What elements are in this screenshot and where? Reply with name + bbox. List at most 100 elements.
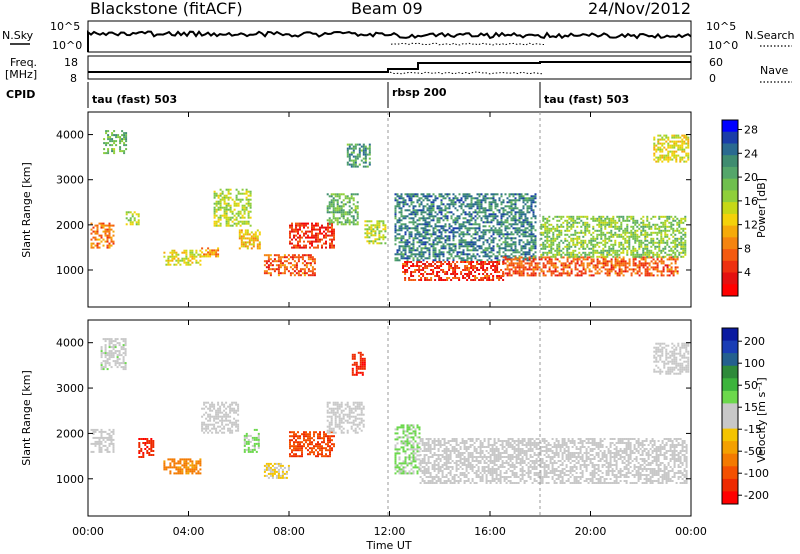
heatmap-cell [484,229,487,232]
heatmap-cell [675,136,678,139]
heatmap-cell [277,266,280,269]
heatmap-cell [650,217,653,220]
heatmap-cell [612,268,615,271]
heatmap-cell [522,268,525,271]
heatmap-cell [653,154,656,157]
heatmap-cell [546,241,549,244]
heatmap-cell [348,201,351,204]
heatmap-cell [299,274,302,277]
heatmap-cell [584,233,587,236]
heatmap-cell [329,230,331,233]
heatmap-cell [598,251,601,254]
heatmap-cell [352,193,355,196]
heatmap-cell [152,442,155,444]
heatmap-cell [102,244,105,247]
heatmap-cell [227,202,230,205]
heatmap-cell [205,423,208,426]
heatmap-cell [440,207,443,210]
heatmap-cell [526,243,529,246]
heatmap-cell [460,205,463,208]
heatmap-cell [660,221,663,224]
heatmap-cell [333,230,335,233]
heatmap-cell [181,464,184,467]
heatmap-cell [319,232,321,235]
heatmap-cell [578,237,581,240]
heatmap-cell [508,264,511,267]
heatmap-cell [670,247,673,250]
heatmap-cell [492,261,495,263]
heatmap-cell [235,188,238,191]
heatmap-cell [504,193,507,196]
heatmap-cell [102,360,105,363]
heatmap-cell [482,261,485,263]
heatmap-cell [618,245,621,248]
heatmap-cell [177,472,180,475]
heatmap-cell [685,154,688,157]
heatmap-cell [667,160,670,163]
heatmap-cell [243,450,246,453]
heatmap-cell [289,274,292,277]
heatmap-cell [500,275,503,277]
heatmap-cell [673,136,676,139]
heatmap-cell [295,238,297,241]
heatmap-cell [239,224,242,227]
heatmap-cell [612,217,615,220]
heatmap-cell [470,259,473,262]
heatmap-cell [671,140,674,143]
heatmap-cell [665,134,668,137]
heatmap-cell [362,147,365,150]
heatmap-cell [592,264,595,267]
heatmap-cell [476,203,479,206]
heatmap-cell [307,258,310,261]
heatmap-cell [138,450,141,452]
heatmap-cell [340,205,343,208]
heatmap-cell [506,249,509,252]
heatmap-cell [364,236,367,239]
heatmap-cell [598,225,601,228]
heatmap-cell [233,222,236,225]
heatmap-cell [550,251,553,254]
heatmap-cell [542,272,545,275]
heatmap-cell [616,221,619,224]
heatmap-cell [560,264,563,267]
heatmap-cell [646,249,649,252]
heatmap-cell [215,222,218,225]
heatmap-cell [169,255,172,258]
heatmap-cell [472,265,475,267]
heatmap-cell [384,228,387,231]
heatmap-cell [464,195,467,198]
heatmap-cell [231,210,234,213]
heatmap-cell [618,270,621,273]
heatmap-cell [468,261,471,263]
heatmap-cell [480,279,483,281]
heatmap-cell [114,364,117,367]
heatmap-cell [514,229,517,232]
heatmap-cell [674,258,677,261]
heatmap-cell [550,241,553,244]
heatmap-cell [263,270,266,273]
heatmap-cell [570,233,573,236]
heatmap-cell [338,211,341,214]
heatmap-cell [646,235,649,238]
heatmap-cell [374,230,377,233]
heatmap-cell [336,203,339,206]
heatmap-cell [209,419,212,422]
heatmap-cell [602,243,605,246]
heatmap-cell [448,211,451,214]
heatmap-cell [412,227,415,230]
heatmap-cell [416,265,419,267]
heatmap-cell [685,160,688,163]
heatmap-cell [364,153,367,156]
heatmap-cell [418,235,421,238]
heatmap-cell [648,223,651,226]
heatmap-cell [528,243,531,246]
heatmap-cell [370,234,373,237]
heatmap-cell [123,134,126,137]
heatmap-cell [112,230,115,233]
heatmap-cell [622,215,625,218]
heatmap-cell [422,237,425,240]
heatmap-cell [590,239,593,242]
heatmap-cell [572,255,575,258]
heatmap-cell [352,145,355,148]
